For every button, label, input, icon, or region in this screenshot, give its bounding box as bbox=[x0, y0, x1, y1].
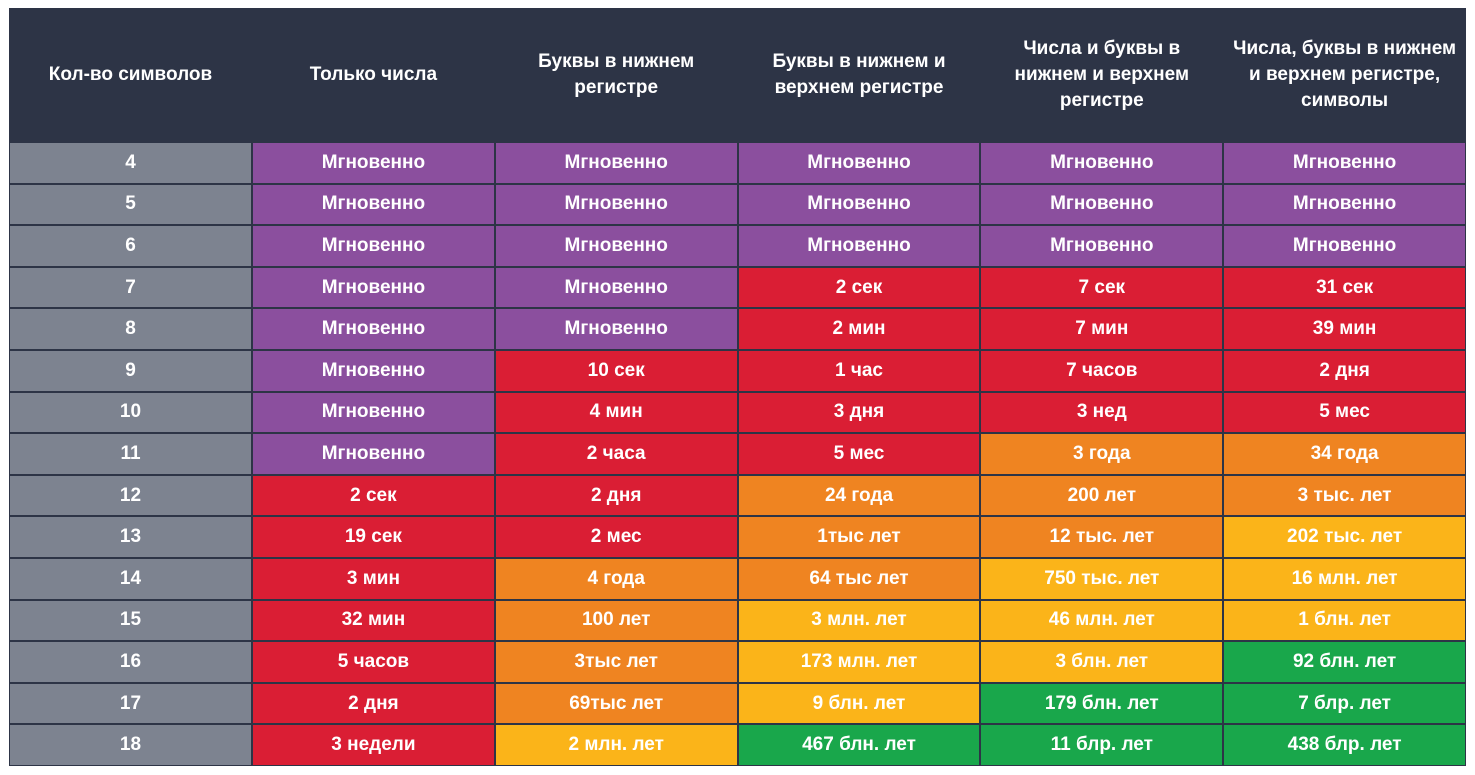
crack-time-cell: Мгновенно bbox=[981, 143, 1223, 183]
crack-time-cell: 3 недели bbox=[253, 725, 494, 765]
row-count-cell: 13 bbox=[10, 517, 251, 557]
crack-time-cell: Мгновенно bbox=[495, 226, 737, 266]
row-count-cell: 4 bbox=[10, 143, 251, 183]
row-count-cell: 12 bbox=[10, 475, 251, 516]
row-count-cell: 15 bbox=[10, 600, 251, 641]
row-count-cell: 9 bbox=[10, 350, 251, 391]
crack-time-cell: 3 тыс. лет bbox=[1224, 475, 1465, 516]
crack-time-cell: Мгновенно bbox=[1224, 226, 1465, 266]
row-count-cell: 11 bbox=[10, 434, 251, 474]
crack-time-cell: Мгновенно bbox=[495, 143, 737, 183]
crack-time-cell: 3тыс лет bbox=[495, 642, 737, 682]
crack-time-cell: Мгновенно bbox=[1224, 184, 1465, 225]
crack-time-cell: Мгновенно bbox=[253, 309, 494, 349]
crack-time-cell: 19 сек bbox=[253, 517, 494, 557]
crack-time-cell: 2 сек bbox=[253, 475, 494, 516]
column-header: Числа, буквы в нижнем и верхнем регистре… bbox=[1224, 8, 1465, 141]
crack-time-cell: Мгновенно bbox=[253, 184, 494, 225]
crack-time-cell: 2 дня bbox=[495, 475, 737, 516]
crack-time-cell: 5 мес bbox=[738, 434, 980, 474]
row-count-cell: 18 bbox=[10, 725, 251, 765]
crack-time-cell: 5 мес bbox=[1224, 392, 1465, 433]
crack-time-cell: 3 мин bbox=[253, 558, 494, 599]
crack-time-cell: Мгновенно bbox=[253, 434, 494, 474]
crack-time-cell: Мгновенно bbox=[253, 392, 494, 433]
crack-time-cell: 10 сек bbox=[495, 350, 737, 391]
row-count-cell: 8 bbox=[10, 309, 251, 349]
crack-time-cell: 2 мин bbox=[738, 309, 980, 349]
crack-time-cell: Мгновенно bbox=[738, 226, 980, 266]
column-header: Кол-во символов bbox=[10, 8, 251, 141]
column-header: Только числа bbox=[253, 8, 494, 141]
crack-time-cell: 179 блн. лет bbox=[981, 683, 1223, 724]
crack-time-cell: 200 лет bbox=[981, 475, 1223, 516]
password-crack-time-table: Кол-во символов Только числа Буквы в нижне… bbox=[9, 8, 1466, 766]
crack-time-cell: 2 часа bbox=[495, 434, 737, 474]
crack-time-cell: 173 млн. лет bbox=[738, 642, 980, 682]
crack-time-cell: 69тыс лет bbox=[495, 683, 737, 724]
row-count-cell: 10 bbox=[10, 392, 251, 433]
row-count-cell: 14 bbox=[10, 558, 251, 599]
crack-time-cell: 24 года bbox=[738, 475, 980, 516]
crack-time-cell: Мгновенно bbox=[253, 143, 494, 183]
crack-time-cell: Мгновенно bbox=[253, 350, 494, 391]
crack-time-cell: Мгновенно bbox=[253, 226, 494, 266]
crack-time-cell: Мгновенно bbox=[495, 309, 737, 349]
crack-time-cell: 750 тыс. лет bbox=[981, 558, 1223, 599]
row-count-cell: 17 bbox=[10, 683, 251, 724]
crack-time-cell: Мгновенно bbox=[738, 184, 980, 225]
crack-time-cell: Мгновенно bbox=[495, 184, 737, 225]
crack-time-cell: 34 года bbox=[1224, 434, 1465, 474]
crack-time-cell: 11 блр. лет bbox=[981, 725, 1223, 765]
crack-time-cell: 1тыс лет bbox=[738, 517, 980, 557]
crack-time-cell: 9 блн. лет bbox=[738, 683, 980, 724]
crack-time-cell: 2 мес bbox=[495, 517, 737, 557]
crack-time-cell: Мгновенно bbox=[253, 267, 494, 308]
crack-time-cell: Мгновенно bbox=[981, 226, 1223, 266]
crack-time-cell: 3 года bbox=[981, 434, 1223, 474]
crack-time-cell: 7 сек bbox=[981, 267, 1223, 308]
crack-time-cell: 202 тыс. лет bbox=[1224, 517, 1465, 557]
crack-time-cell: 467 блн. лет bbox=[738, 725, 980, 765]
crack-time-cell: 438 блр. лет bbox=[1224, 725, 1465, 765]
column-header: Числа и буквы в нижнем и верхнем регистр… bbox=[981, 8, 1223, 141]
crack-time-cell: 3 дня bbox=[738, 392, 980, 433]
crack-time-cell: Мгновенно bbox=[495, 267, 737, 308]
column-header: Буквы в нижнем регистре bbox=[495, 8, 737, 141]
crack-time-cell: 7 блр. лет bbox=[1224, 683, 1465, 724]
crack-time-cell: 1 час bbox=[738, 350, 980, 391]
crack-time-cell: 2 сек bbox=[738, 267, 980, 308]
crack-time-cell: 4 года bbox=[495, 558, 737, 599]
crack-time-cell: 39 мин bbox=[1224, 309, 1465, 349]
crack-time-cell: 3 блн. лет bbox=[981, 642, 1223, 682]
crack-time-cell: 4 мин bbox=[495, 392, 737, 433]
row-count-cell: 5 bbox=[10, 184, 251, 225]
crack-time-cell: 7 мин bbox=[981, 309, 1223, 349]
crack-time-cell: 3 млн. лет bbox=[738, 600, 980, 641]
row-count-cell: 7 bbox=[10, 267, 251, 308]
row-count-cell: 16 bbox=[10, 642, 251, 682]
crack-time-cell: 5 часов bbox=[253, 642, 494, 682]
crack-time-cell: 1 блн. лет bbox=[1224, 600, 1465, 641]
crack-time-cell: Мгновенно bbox=[1224, 143, 1465, 183]
column-header: Буквы в нижнем и верхнем регистре bbox=[738, 8, 980, 141]
crack-time-cell: 3 нед bbox=[981, 392, 1223, 433]
crack-time-cell: 64 тыс лет bbox=[738, 558, 980, 599]
crack-time-cell: 31 сек bbox=[1224, 267, 1465, 308]
crack-time-cell: 2 дня bbox=[253, 683, 494, 724]
crack-time-cell: 7 часов bbox=[981, 350, 1223, 391]
row-count-cell: 6 bbox=[10, 226, 251, 266]
crack-time-cell: Мгновенно bbox=[738, 143, 980, 183]
crack-time-cell: 2 млн. лет bbox=[495, 725, 737, 765]
crack-time-cell: 12 тыс. лет bbox=[981, 517, 1223, 557]
crack-time-cell: 46 млн. лет bbox=[981, 600, 1223, 641]
crack-time-cell: 92 блн. лет bbox=[1224, 642, 1465, 682]
crack-time-cell: 16 млн. лет bbox=[1224, 558, 1465, 599]
crack-time-cell: 100 лет bbox=[495, 600, 737, 641]
crack-time-cell: 32 мин bbox=[253, 600, 494, 641]
crack-time-cell: 2 дня bbox=[1224, 350, 1465, 391]
crack-time-cell: Мгновенно bbox=[981, 184, 1223, 225]
